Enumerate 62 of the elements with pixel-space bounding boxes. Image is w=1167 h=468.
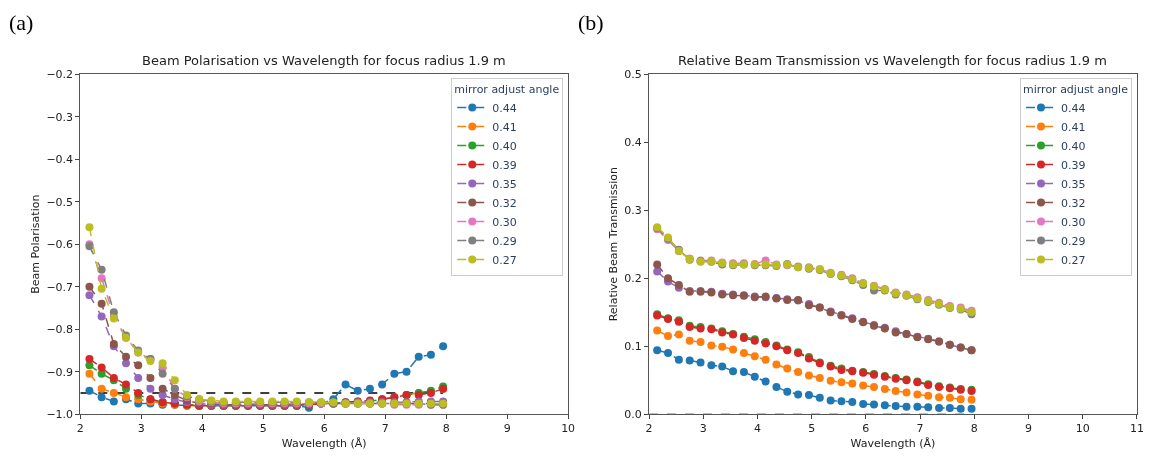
y-axis-title: Beam Polarisation bbox=[29, 194, 43, 294]
x-tick-label: 7 bbox=[381, 422, 389, 436]
legend-title: mirror adjust angle bbox=[1023, 82, 1129, 96]
x-tick-label: 2 bbox=[76, 422, 84, 436]
y-tick-label: 0.4 bbox=[624, 136, 642, 150]
legend-label: 0.35 bbox=[1061, 177, 1086, 191]
x-tick-label: 5 bbox=[259, 422, 267, 436]
legend-label: 0.39 bbox=[492, 158, 517, 172]
x-tick-label: 8 bbox=[442, 422, 450, 436]
legend-label: 0.41 bbox=[492, 120, 517, 134]
chart-title: Relative Beam Transmission vs Wavelength for focus radius 1.9 m bbox=[678, 53, 1107, 68]
x-tick-label: 10 bbox=[561, 422, 576, 436]
y-tick-label: −0.4 bbox=[46, 153, 74, 167]
y-tick-label: −0.7 bbox=[46, 280, 74, 294]
x-tick-label: 4 bbox=[753, 422, 761, 436]
y-tick-label: 0.2 bbox=[624, 272, 642, 286]
legend-label: 0.30 bbox=[492, 215, 517, 229]
legend-label: 0.35 bbox=[492, 177, 517, 191]
legend-label: 0.30 bbox=[1061, 215, 1086, 229]
y-tick-label: −0.6 bbox=[46, 238, 74, 252]
x-tick-label: 8 bbox=[970, 422, 978, 436]
legend-label: 0.32 bbox=[492, 196, 517, 210]
legend-label: 0.44 bbox=[492, 101, 517, 115]
x-tick-label: 2 bbox=[645, 422, 653, 436]
text: (b) bbox=[578, 10, 604, 35]
y-tick-label: 0.0 bbox=[624, 407, 642, 421]
legend-label: 0.41 bbox=[1061, 120, 1086, 134]
legend-label: 0.40 bbox=[1061, 139, 1086, 153]
legend-label: 0.27 bbox=[1061, 253, 1086, 267]
legend-label: 0.32 bbox=[1061, 196, 1086, 210]
text: (a) bbox=[9, 10, 34, 35]
y-tick-label: −0.2 bbox=[46, 68, 74, 82]
x-tick-label: 11 bbox=[1129, 422, 1144, 436]
y-tick-label: −0.5 bbox=[46, 195, 74, 209]
y-axis-title: Relative Beam Transmission bbox=[607, 167, 620, 322]
x-tick-label: 9 bbox=[503, 422, 511, 436]
x-tick-label: 7 bbox=[916, 422, 924, 436]
x-tick-label: 3 bbox=[699, 422, 707, 436]
legend-title: mirror adjust angle bbox=[454, 82, 560, 96]
legend-label: 0.39 bbox=[1061, 158, 1086, 172]
y-tick-label: −0.9 bbox=[46, 365, 74, 379]
legend-label: 0.27 bbox=[492, 253, 517, 267]
legend-label: 0.44 bbox=[1061, 101, 1086, 115]
x-tick-label: 4 bbox=[198, 422, 206, 436]
x-tick-label: 6 bbox=[862, 422, 870, 436]
x-tick-label: 5 bbox=[808, 422, 816, 436]
y-tick-label: 0.3 bbox=[624, 204, 642, 218]
x-axis-title: Wavelength (Å) bbox=[281, 436, 367, 450]
y-tick-label: 0.1 bbox=[624, 340, 642, 354]
chart-title: Beam Polarisation vs Wavelength for focus radius 1.9 m bbox=[142, 53, 506, 68]
y-tick-label: 0.5 bbox=[624, 68, 642, 82]
legend-label: 0.29 bbox=[1061, 234, 1086, 248]
legend-label: 0.40 bbox=[492, 139, 517, 153]
x-axis-title: Wavelength (Å) bbox=[850, 436, 936, 450]
x-tick-label: 10 bbox=[1075, 422, 1090, 436]
x-tick-label: 3 bbox=[137, 422, 145, 436]
y-tick-label: −0.8 bbox=[46, 323, 74, 337]
y-tick-label: −0.3 bbox=[46, 110, 74, 124]
legend-label: 0.29 bbox=[492, 234, 517, 248]
x-tick-label: 9 bbox=[1024, 422, 1032, 436]
y-tick-label: −1.0 bbox=[46, 407, 74, 421]
x-tick-label: 6 bbox=[320, 422, 328, 436]
